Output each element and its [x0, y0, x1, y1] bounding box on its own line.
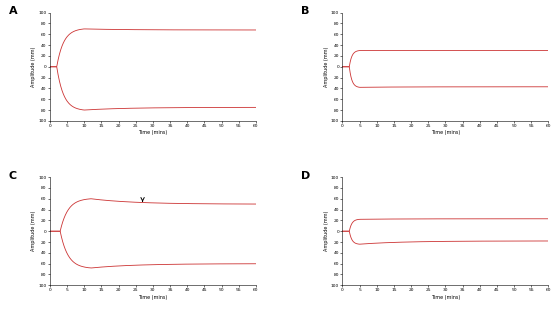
Text: C: C [9, 171, 17, 181]
Y-axis label: Amplitude (mm): Amplitude (mm) [32, 211, 37, 251]
Y-axis label: Amplitude (mm): Amplitude (mm) [32, 47, 37, 87]
Y-axis label: Amplitude (mm): Amplitude (mm) [324, 211, 329, 251]
Y-axis label: Amplitude (mm): Amplitude (mm) [324, 47, 329, 87]
Text: A: A [9, 6, 17, 16]
X-axis label: Time (mins): Time (mins) [138, 130, 167, 135]
X-axis label: Time (mins): Time (mins) [431, 294, 460, 300]
X-axis label: Time (mins): Time (mins) [431, 130, 460, 135]
X-axis label: Time (mins): Time (mins) [138, 294, 167, 300]
Text: D: D [301, 171, 310, 181]
Text: B: B [301, 6, 310, 16]
